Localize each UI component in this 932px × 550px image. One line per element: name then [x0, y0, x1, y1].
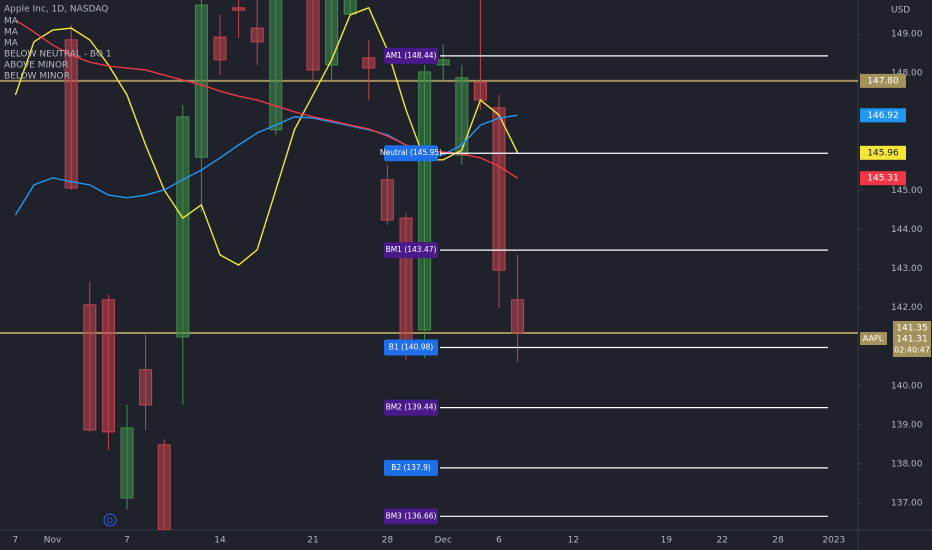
- x-tick-label: 12: [568, 536, 579, 546]
- y-tick-label: 142.00: [891, 303, 923, 313]
- y-tick-label: 144.00: [891, 225, 923, 235]
- level-label: B1 (140.98): [389, 342, 433, 351]
- x-tick-label: Nov: [44, 536, 62, 546]
- last-close-label: 141.35: [896, 324, 928, 334]
- level-label: Neutral (145.95): [380, 148, 442, 157]
- candle-body: [157, 444, 171, 530]
- y-tick-label: 139.00: [891, 420, 923, 430]
- candle-body: [418, 71, 432, 331]
- indicator-label: ABOVE MINOR: [4, 61, 68, 71]
- level-label: BM1 (143.47): [386, 245, 437, 254]
- price-tag: [860, 108, 906, 123]
- x-tick-label: 22: [716, 536, 727, 546]
- candle-body: [213, 36, 227, 61]
- candle-body: [83, 304, 97, 431]
- y-tick-label: 145.00: [891, 186, 923, 196]
- level-box: [384, 399, 438, 416]
- candle-body: [473, 81, 487, 101]
- candle-body: [64, 39, 78, 189]
- x-tick-label: 19: [661, 536, 673, 546]
- y-tick-label: 140.00: [891, 381, 923, 391]
- price-tag-label: 147.80: [867, 76, 899, 86]
- candle-body: [436, 59, 450, 66]
- indicator-label: BELOW NEUTRAL - BO 1: [4, 50, 112, 60]
- y-tick-label: 143.00: [891, 264, 923, 274]
- y-tick-label: 148.00: [891, 69, 923, 79]
- candle-body: [343, 0, 357, 15]
- symbol-tag: [860, 332, 887, 346]
- level-label: BM3 (136.66): [386, 511, 437, 520]
- dividend-icon[interactable]: [103, 513, 117, 527]
- candle-body: [250, 27, 264, 43]
- currency: USD: [891, 6, 910, 16]
- countdown-label: 02:40:47: [894, 346, 930, 355]
- candle-body: [362, 57, 376, 69]
- x-tick-label: 21: [307, 536, 318, 546]
- level-box: [384, 339, 438, 356]
- candle-body: [176, 116, 190, 338]
- level-box: [384, 145, 438, 162]
- x-tick-label: 6: [496, 536, 502, 546]
- x-tick-label: 7: [13, 536, 19, 546]
- level-box: [384, 459, 438, 476]
- level-box: [384, 242, 438, 259]
- x-tick-label: Dec: [434, 536, 451, 546]
- last-price-box: [893, 321, 931, 358]
- candle-body: [325, 0, 339, 66]
- indicator-label: BELOW MINOR: [4, 72, 70, 82]
- y-tick-label: 138.00: [891, 459, 923, 469]
- x-tick-label: 14: [214, 536, 226, 546]
- dividend-marker[interactable]: D: [107, 517, 113, 526]
- price-tag-label: 145.96: [867, 148, 899, 158]
- price-tag-label: 146.92: [867, 111, 899, 121]
- candle-body: [455, 77, 469, 156]
- price-tag-label: 145.31: [867, 174, 899, 184]
- level-box: [384, 508, 438, 525]
- y-tick-label: 137.00: [891, 499, 923, 509]
- price-tag: [860, 145, 906, 160]
- candle-body: [120, 427, 134, 499]
- candle-body: [492, 107, 506, 271]
- x-tick-label: 28: [772, 536, 784, 546]
- level-label: AM1 (148.44): [386, 51, 437, 60]
- price-tag: [860, 73, 906, 88]
- x-tick-label: 7: [124, 536, 130, 546]
- candle-body: [380, 179, 394, 221]
- candle-body: [232, 7, 246, 11]
- level-box: [384, 47, 438, 64]
- candle-body: [511, 299, 525, 334]
- candle-body: [101, 299, 115, 433]
- legend-entry: MA: [4, 39, 19, 49]
- level-label: B2 (137.9): [391, 463, 431, 472]
- symbol-label: AAPL: [863, 334, 884, 343]
- level-label: BM2 (139.44): [386, 403, 437, 412]
- candle-body: [139, 369, 153, 406]
- y-tick-label: 149.00: [891, 30, 923, 40]
- candle-body: [399, 217, 413, 341]
- candle-body: [269, 0, 283, 131]
- candle-body: [194, 4, 208, 158]
- legend-entry: MA: [4, 28, 19, 38]
- x-tick-label: 2023: [822, 536, 845, 546]
- last-price-label: 141.31: [896, 335, 928, 345]
- legend-entry: MA: [4, 17, 19, 27]
- candle-body: [306, 0, 320, 71]
- price-tag: [860, 171, 906, 186]
- x-tick-label: 28: [382, 536, 394, 546]
- chart-title: Apple Inc, 1D, NASDAQ: [4, 5, 108, 15]
